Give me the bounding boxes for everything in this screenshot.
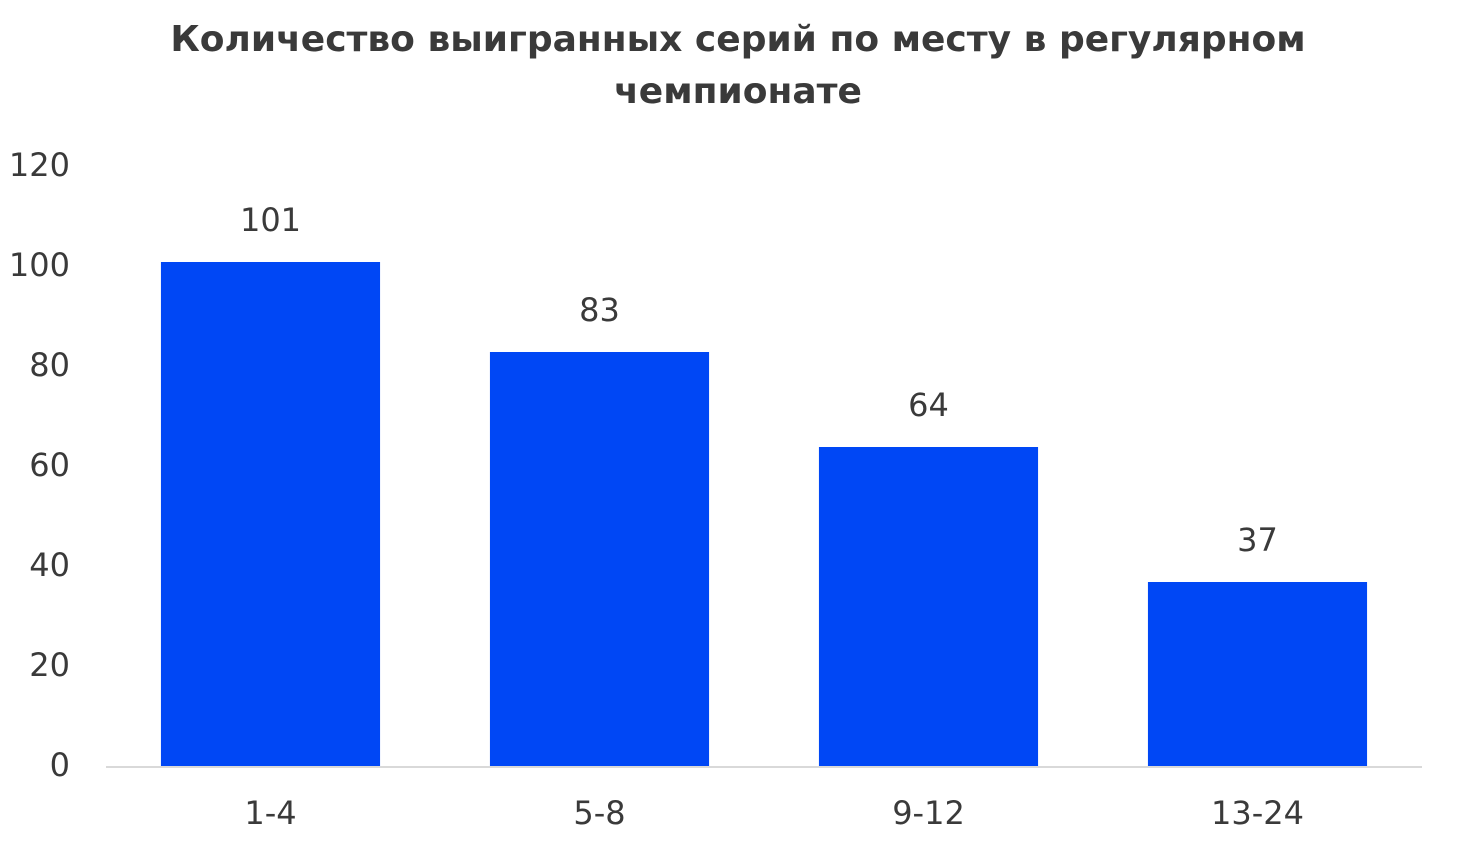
y-tick-label: 20: [29, 646, 70, 684]
y-tick-label: 60: [29, 446, 70, 484]
x-tick-label: 13-24: [1211, 794, 1304, 832]
x-tick-label: 5-8: [573, 794, 625, 832]
value-label: 83: [579, 291, 620, 329]
x-tick-label: 9-12: [892, 794, 965, 832]
value-label: 64: [908, 386, 949, 424]
y-tick-label: 0: [50, 746, 70, 784]
x-tick-label: 1-4: [244, 794, 296, 832]
bar: [818, 447, 1039, 767]
y-tick-label: 120: [9, 146, 70, 184]
bar: [489, 352, 710, 767]
chart-title: Количество выигранных серий по месту в р…: [170, 19, 1306, 112]
bar: [160, 262, 381, 767]
value-label: 101: [240, 201, 301, 239]
y-tick-label: 80: [29, 346, 70, 384]
value-label: 37: [1237, 521, 1278, 559]
y-tick-label: 100: [9, 246, 70, 284]
y-tick-label: 40: [29, 546, 70, 584]
bar: [1147, 582, 1368, 767]
